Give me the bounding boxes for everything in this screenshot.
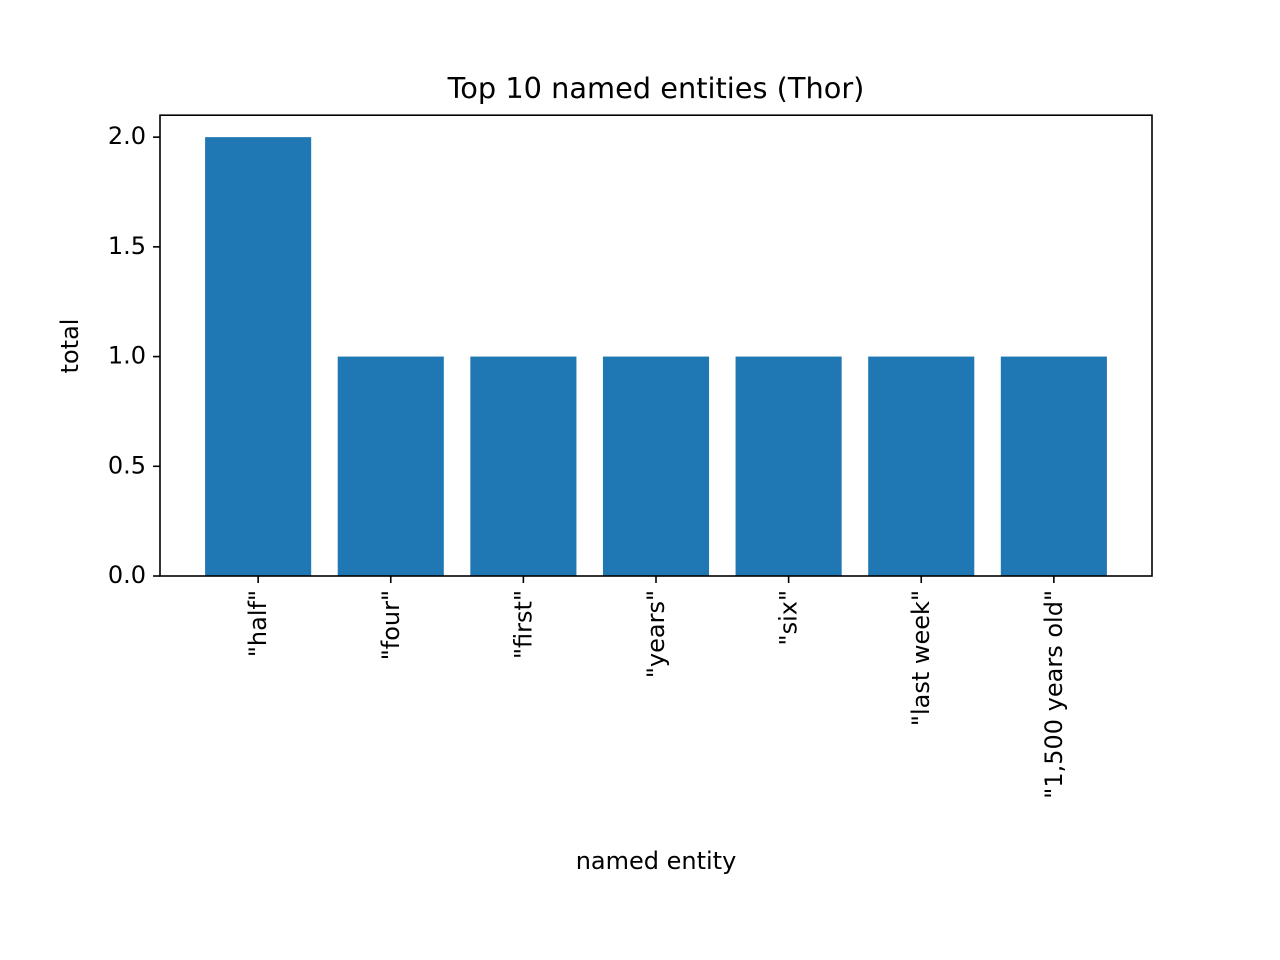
bar bbox=[868, 356, 975, 576]
y-tick-label: 0.0 bbox=[108, 561, 146, 589]
x-tick-label: "first" bbox=[509, 590, 537, 659]
y-axis: 0.0 0.5 1.0 1.5 2.0 bbox=[108, 122, 160, 589]
chart-title: Top 10 named entities (Thor) bbox=[447, 71, 865, 105]
x-tick-label: "half" bbox=[244, 590, 272, 657]
bar bbox=[602, 356, 710, 576]
bars-layer bbox=[205, 137, 1107, 576]
x-axis: "half" "four" "first" "years" "six" "last wee… bbox=[244, 576, 1068, 799]
plot-frame bbox=[159, 114, 1153, 577]
y-axis-title: total bbox=[56, 319, 84, 374]
x-tick-label: "four" bbox=[377, 590, 405, 660]
x-tick-label: "years" bbox=[642, 590, 670, 678]
y-tick-label: 2.0 bbox=[108, 122, 146, 150]
x-tick-label: "last week" bbox=[907, 590, 935, 726]
x-tick-label: "six" bbox=[775, 590, 803, 645]
bar bbox=[735, 356, 842, 576]
bar bbox=[205, 137, 312, 576]
y-tick-label: 0.5 bbox=[108, 451, 146, 479]
y-tick-label: 1.5 bbox=[108, 232, 146, 260]
bar bbox=[337, 356, 444, 576]
bar bbox=[1000, 356, 1107, 576]
x-axis-title: named entity bbox=[576, 847, 737, 875]
bar bbox=[470, 356, 577, 576]
y-tick-label: 1.0 bbox=[108, 342, 146, 370]
x-tick-label: "1,500 years old" bbox=[1040, 590, 1068, 799]
